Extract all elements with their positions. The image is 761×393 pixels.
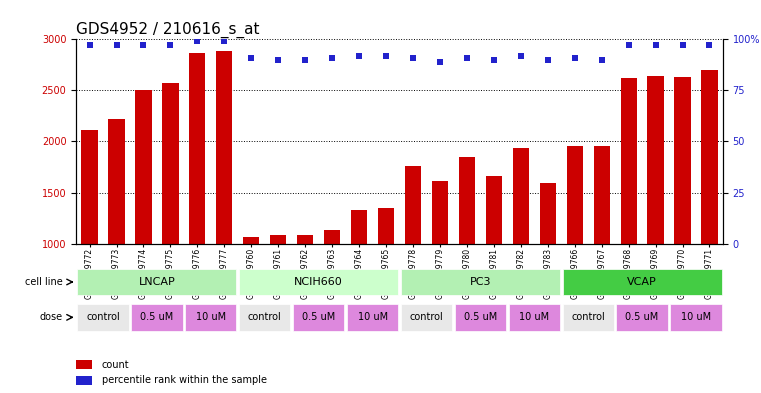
FancyBboxPatch shape — [508, 304, 560, 331]
Bar — [459, 157, 475, 244]
Point — [191, 38, 203, 44]
Point — [596, 57, 608, 63]
Bar — [76, 360, 92, 369]
Bar — [674, 77, 690, 244]
FancyBboxPatch shape — [616, 304, 667, 331]
Point — [407, 55, 419, 61]
Bar — [189, 53, 205, 244]
Point — [677, 42, 689, 49]
Text: cell line: cell line — [25, 277, 62, 287]
FancyBboxPatch shape — [347, 304, 398, 331]
Bar — [620, 78, 637, 244]
Text: 10 uM: 10 uM — [358, 312, 387, 322]
FancyBboxPatch shape — [132, 304, 183, 331]
Bar — [648, 76, 664, 244]
Point — [380, 53, 392, 59]
Point — [568, 55, 581, 61]
Point — [245, 55, 257, 61]
Point — [542, 57, 554, 63]
Text: 0.5 uM: 0.5 uM — [302, 312, 336, 322]
Bar — [594, 145, 610, 244]
Text: dose: dose — [40, 312, 62, 322]
FancyBboxPatch shape — [78, 269, 237, 295]
Text: NCIH660: NCIH660 — [295, 277, 343, 287]
Point — [326, 55, 338, 61]
FancyBboxPatch shape — [293, 304, 344, 331]
Bar — [405, 166, 421, 244]
Text: LNCAP: LNCAP — [139, 277, 175, 287]
Point — [164, 42, 177, 49]
FancyBboxPatch shape — [562, 269, 721, 295]
FancyBboxPatch shape — [401, 304, 452, 331]
Bar — [162, 83, 179, 244]
Bar — [540, 184, 556, 244]
Bar — [270, 235, 286, 244]
Bar — [513, 148, 529, 244]
Bar — [567, 145, 583, 244]
Text: percentile rank within the sample: percentile rank within the sample — [102, 375, 267, 386]
Text: GDS4952 / 210616_s_at: GDS4952 / 210616_s_at — [76, 22, 260, 38]
Point — [138, 42, 150, 49]
Point — [649, 42, 661, 49]
Text: 0.5 uM: 0.5 uM — [626, 312, 659, 322]
Text: control: control — [572, 312, 605, 322]
Bar — [486, 176, 502, 244]
Bar — [244, 237, 260, 244]
Bar — [76, 376, 92, 385]
Text: 0.5 uM: 0.5 uM — [463, 312, 497, 322]
Text: control: control — [409, 312, 444, 322]
FancyBboxPatch shape — [185, 304, 237, 331]
Point — [353, 53, 365, 59]
Text: VCAP: VCAP — [627, 277, 657, 287]
Point — [110, 42, 123, 49]
Point — [622, 42, 635, 49]
Point — [299, 57, 311, 63]
Bar — [351, 210, 367, 244]
Point — [84, 42, 96, 49]
Text: count: count — [102, 360, 129, 370]
Text: 10 uM: 10 uM — [519, 312, 549, 322]
Point — [488, 57, 500, 63]
Bar — [431, 181, 448, 244]
Bar — [297, 235, 314, 244]
Text: PC3: PC3 — [470, 277, 491, 287]
Text: control: control — [86, 312, 120, 322]
Bar — [378, 208, 394, 244]
Point — [703, 42, 715, 49]
Bar — [216, 51, 232, 244]
Point — [434, 59, 446, 65]
FancyBboxPatch shape — [562, 304, 614, 331]
Point — [514, 53, 527, 59]
Bar — [702, 70, 718, 244]
FancyBboxPatch shape — [401, 269, 560, 295]
Text: 10 uM: 10 uM — [196, 312, 226, 322]
Bar — [108, 119, 125, 244]
Bar — [135, 90, 151, 244]
FancyBboxPatch shape — [239, 269, 398, 295]
Text: 0.5 uM: 0.5 uM — [140, 312, 174, 322]
Bar — [81, 130, 97, 244]
Text: 10 uM: 10 uM — [681, 312, 711, 322]
Bar — [324, 230, 340, 244]
FancyBboxPatch shape — [78, 304, 129, 331]
Point — [272, 57, 285, 63]
Point — [218, 38, 231, 44]
FancyBboxPatch shape — [670, 304, 721, 331]
Text: control: control — [248, 312, 282, 322]
FancyBboxPatch shape — [455, 304, 506, 331]
Point — [461, 55, 473, 61]
FancyBboxPatch shape — [239, 304, 291, 331]
